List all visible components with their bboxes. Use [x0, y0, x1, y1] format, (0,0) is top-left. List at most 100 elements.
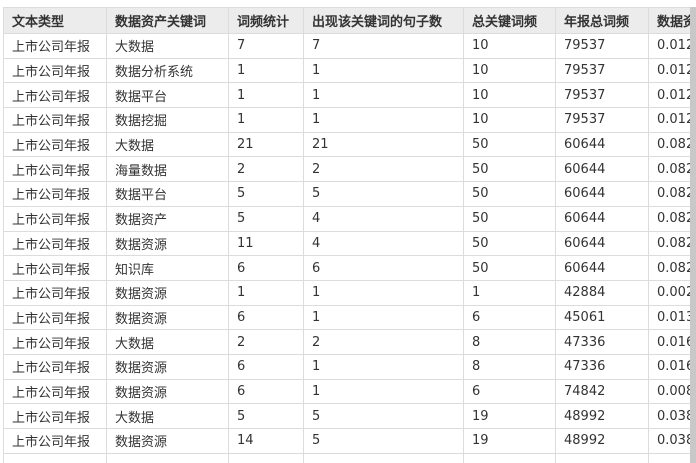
table-cell[interactable]: 0.082: [648, 156, 690, 183]
table-cell[interactable]: 79537: [555, 33, 649, 59]
table-cell[interactable]: 6: [228, 304, 304, 331]
table-cell[interactable]: 4: [303, 205, 464, 232]
table-cell[interactable]: 1: [228, 107, 304, 133]
column-header[interactable]: 出现该关键词的句子数: [303, 7, 464, 34]
table-cell[interactable]: 数据资源: [106, 428, 229, 454]
table-cell[interactable]: 上市公司年报: [3, 279, 107, 306]
table-cell[interactable]: 10: [463, 57, 556, 84]
column-header[interactable]: 数据资产关键词: [106, 7, 229, 34]
table-cell[interactable]: 数据资源: [106, 353, 229, 380]
table-cell[interactable]: 8: [463, 329, 556, 355]
table-cell[interactable]: 50: [463, 255, 556, 281]
table-cell[interactable]: 60644: [555, 255, 649, 281]
table-cell[interactable]: 10: [463, 107, 556, 133]
table-cell[interactable]: 0.008: [648, 378, 690, 405]
table-cell[interactable]: 47336: [555, 353, 649, 380]
table-cell[interactable]: 0.016: [648, 353, 690, 380]
table-cell[interactable]: 数据资源: [106, 279, 229, 306]
table-cell[interactable]: 1: [228, 279, 304, 306]
table-cell[interactable]: 数据平台: [106, 181, 229, 207]
table-cell[interactable]: 47336: [555, 329, 649, 355]
table-cell[interactable]: 79537: [555, 57, 649, 84]
table-cell[interactable]: 21: [228, 131, 304, 158]
table-cell[interactable]: 2: [228, 329, 304, 355]
table-cell[interactable]: 79537: [555, 82, 649, 109]
table-cell[interactable]: 上市公司年报: [3, 378, 107, 405]
table-cell[interactable]: [303, 452, 464, 463]
table-cell[interactable]: 上市公司年报: [3, 181, 107, 207]
table-cell[interactable]: 19: [463, 403, 556, 429]
table-cell[interactable]: 5: [303, 403, 464, 429]
table-cell[interactable]: 42884: [555, 279, 649, 306]
table-cell[interactable]: 数据资源: [106, 304, 229, 331]
table-cell[interactable]: 21: [303, 131, 464, 158]
table-cell[interactable]: 1: [303, 107, 464, 133]
table-cell[interactable]: 大数据: [106, 329, 229, 355]
table-cell[interactable]: 上市公司年报: [3, 205, 107, 232]
table-cell[interactable]: 1: [463, 279, 556, 306]
table-cell[interactable]: 0.082: [648, 131, 690, 158]
table-cell[interactable]: 48992: [555, 428, 649, 454]
scrollbar-thumb[interactable]: [690, 7, 696, 463]
table-cell[interactable]: 上市公司年报: [3, 329, 107, 355]
table-cell[interactable]: 60644: [555, 230, 649, 257]
table-cell[interactable]: 0.082: [648, 181, 690, 207]
table-cell[interactable]: 1: [303, 279, 464, 306]
table-cell[interactable]: 50: [463, 205, 556, 232]
table-cell[interactable]: 50: [463, 156, 556, 183]
table-cell[interactable]: 数据分析系统: [106, 57, 229, 84]
table-cell[interactable]: 7: [303, 33, 464, 59]
table-cell[interactable]: 数据平台: [106, 82, 229, 109]
table-cell[interactable]: 2: [228, 156, 304, 183]
table-cell[interactable]: 上市公司年报: [3, 156, 107, 183]
table-cell[interactable]: 0.012: [648, 107, 690, 133]
column-header[interactable]: 数据资: [648, 7, 690, 34]
table-cell[interactable]: 6: [463, 304, 556, 331]
table-cell[interactable]: 60644: [555, 131, 649, 158]
table-cell[interactable]: 上市公司年报: [3, 353, 107, 380]
table-cell[interactable]: [228, 452, 304, 463]
table-cell[interactable]: 大数据: [106, 131, 229, 158]
table-cell[interactable]: [555, 452, 649, 463]
table-cell[interactable]: 0.082: [648, 230, 690, 257]
table-cell[interactable]: 60644: [555, 205, 649, 232]
vertical-scrollbar[interactable]: [690, 7, 696, 463]
table-cell[interactable]: 6: [228, 353, 304, 380]
column-header[interactable]: 文本类型: [3, 7, 107, 34]
table-cell[interactable]: 10: [463, 33, 556, 59]
table-cell[interactable]: 50: [463, 230, 556, 257]
table-cell[interactable]: 海量数据: [106, 156, 229, 183]
table-row[interactable]: [3, 452, 690, 463]
table-cell[interactable]: 上市公司年报: [3, 82, 107, 109]
table-cell[interactable]: 2: [303, 156, 464, 183]
table-cell[interactable]: 上市公司年报: [3, 304, 107, 331]
table-cell[interactable]: 0.002: [648, 279, 690, 306]
table-cell[interactable]: 4: [303, 230, 464, 257]
table-cell[interactable]: 0.082: [648, 255, 690, 281]
table-cell[interactable]: 11: [228, 230, 304, 257]
table-cell[interactable]: 上市公司年报: [3, 57, 107, 84]
table-cell[interactable]: 48992: [555, 403, 649, 429]
table-cell[interactable]: [648, 452, 690, 463]
table-cell[interactable]: 大数据: [106, 33, 229, 59]
table-cell[interactable]: 0.012: [648, 33, 690, 59]
table-cell[interactable]: 5: [303, 181, 464, 207]
table-cell[interactable]: 数据资产: [106, 205, 229, 232]
table-cell[interactable]: 0.038: [648, 428, 690, 454]
table-cell[interactable]: 上市公司年报: [3, 428, 107, 454]
table-cell[interactable]: 6: [228, 255, 304, 281]
table-cell[interactable]: 1: [303, 378, 464, 405]
table-cell[interactable]: 1: [303, 353, 464, 380]
